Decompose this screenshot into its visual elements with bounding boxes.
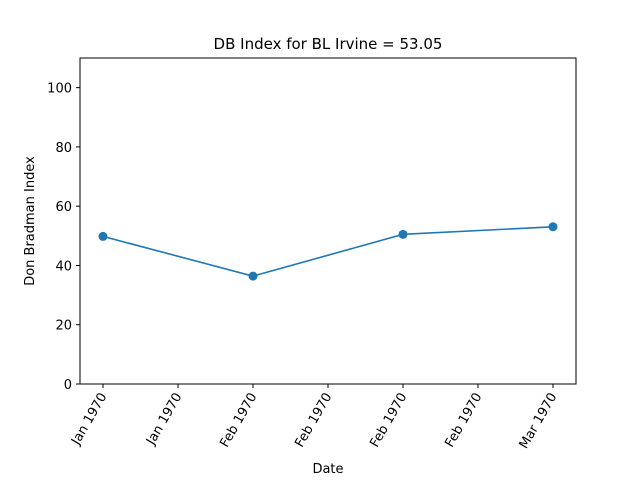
series-line — [102, 225, 554, 277]
chart-title: DB Index for BL Irvine = 53.05 — [214, 35, 443, 53]
x-tick-label: Jan 1970 — [143, 391, 185, 449]
data-point — [248, 271, 258, 281]
y-tick-label: 0 — [64, 378, 72, 393]
y-tick-label: 100 — [47, 82, 72, 97]
y-tick-label: 40 — [55, 259, 72, 274]
data-point — [398, 229, 408, 239]
data-point — [98, 231, 108, 241]
y-axis-label: Don Bradman Index — [23, 156, 38, 286]
x-tick-label: Mar 1970 — [517, 391, 561, 452]
y-tick-label: 80 — [55, 141, 72, 156]
x-tick-label: Jan 1970 — [68, 391, 110, 449]
x-axis-label: Date — [312, 462, 343, 477]
x-tick-label: Feb 1970 — [292, 391, 335, 451]
x-tick-label: Feb 1970 — [217, 391, 260, 451]
plot-area-frame — [79, 57, 577, 385]
y-tick-label: 20 — [55, 319, 72, 334]
x-tick-label: Feb 1970 — [442, 391, 485, 451]
y-tick-label: 60 — [55, 200, 72, 215]
x-tick-label: Feb 1970 — [367, 391, 410, 451]
data-point — [548, 222, 558, 232]
